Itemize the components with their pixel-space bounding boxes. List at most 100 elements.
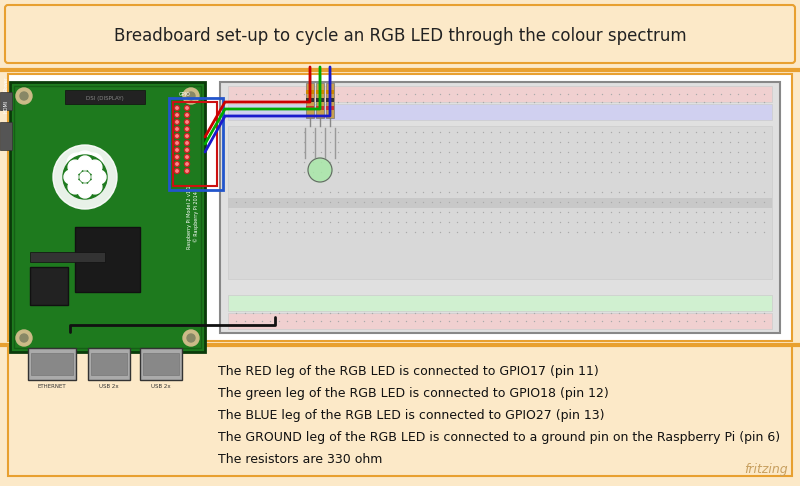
Circle shape <box>174 169 179 174</box>
Bar <box>169 98 223 190</box>
Bar <box>8 74 792 341</box>
Bar <box>326 83 334 118</box>
Circle shape <box>174 120 179 124</box>
Circle shape <box>68 180 82 194</box>
Text: The resistors are 330 ohm: The resistors are 330 ohm <box>218 453 382 466</box>
Bar <box>140 348 182 380</box>
Text: The GROUND leg of the RGB LED is connected to a ground pin on the Raspberry Pi (: The GROUND leg of the RGB LED is connect… <box>218 431 780 444</box>
Bar <box>88 348 130 380</box>
Bar <box>316 98 324 102</box>
Bar <box>316 83 324 118</box>
Circle shape <box>186 163 188 165</box>
Circle shape <box>174 161 179 167</box>
Circle shape <box>176 121 178 123</box>
Bar <box>14 86 201 348</box>
Bar <box>75 227 140 292</box>
Bar <box>326 106 334 110</box>
Bar <box>228 313 772 329</box>
Circle shape <box>186 121 188 123</box>
Bar <box>306 83 314 118</box>
Circle shape <box>186 128 188 130</box>
Circle shape <box>176 163 178 165</box>
Circle shape <box>75 151 95 171</box>
Bar <box>228 126 772 279</box>
Circle shape <box>186 149 188 151</box>
Text: The green leg of the RGB LED is connected to GPIO18 (pin 12): The green leg of the RGB LED is connecte… <box>218 387 609 400</box>
Circle shape <box>88 180 102 194</box>
Circle shape <box>186 114 188 116</box>
Circle shape <box>176 149 178 151</box>
Bar <box>65 90 145 104</box>
Circle shape <box>83 153 103 173</box>
Text: ETHERNET: ETHERNET <box>38 384 66 389</box>
Bar <box>316 106 324 110</box>
Circle shape <box>185 169 190 174</box>
Bar <box>306 98 314 102</box>
Circle shape <box>186 107 188 109</box>
Circle shape <box>63 155 107 199</box>
Bar <box>143 353 179 375</box>
Circle shape <box>174 147 179 153</box>
Bar <box>228 197 772 208</box>
Circle shape <box>16 330 32 346</box>
Text: USB 2x: USB 2x <box>99 384 119 389</box>
Text: Power: Power <box>3 76 9 91</box>
Bar <box>30 267 68 305</box>
Circle shape <box>174 126 179 132</box>
Bar <box>228 104 772 120</box>
Circle shape <box>186 156 188 158</box>
Bar <box>326 90 334 94</box>
Text: The RED leg of the RGB LED is connected to GPIO17 (pin 11): The RED leg of the RGB LED is connected … <box>218 365 598 378</box>
Bar <box>30 252 105 262</box>
Circle shape <box>176 135 178 137</box>
Bar <box>220 82 780 333</box>
Circle shape <box>78 184 92 198</box>
Circle shape <box>88 160 102 174</box>
Circle shape <box>185 147 190 153</box>
Circle shape <box>16 88 32 104</box>
Bar <box>31 353 73 375</box>
Text: GPIO: GPIO <box>179 91 191 97</box>
Circle shape <box>78 156 92 170</box>
Text: DSI (DISPLAY): DSI (DISPLAY) <box>86 96 124 101</box>
Bar <box>8 345 792 476</box>
Bar <box>0 92 12 110</box>
Circle shape <box>185 140 190 145</box>
Circle shape <box>185 120 190 124</box>
Bar <box>326 98 334 102</box>
Text: Raspberry Pi Model 2 v1.1
© Raspberry Pi 2014: Raspberry Pi Model 2 v1.1 © Raspberry Pi… <box>187 185 198 249</box>
Bar <box>306 106 314 110</box>
Circle shape <box>185 126 190 132</box>
Circle shape <box>174 134 179 139</box>
Circle shape <box>186 135 188 137</box>
Circle shape <box>64 170 78 184</box>
Bar <box>28 348 76 380</box>
Text: HDMI: HDMI <box>3 100 9 113</box>
Circle shape <box>176 170 178 172</box>
Circle shape <box>176 142 178 144</box>
Bar <box>173 102 217 186</box>
Circle shape <box>308 158 332 182</box>
Circle shape <box>183 88 199 104</box>
Text: The BLUE leg of the RGB LED is connected to GPIO27 (pin 13): The BLUE leg of the RGB LED is connected… <box>218 409 605 422</box>
Circle shape <box>20 92 28 100</box>
Circle shape <box>20 334 28 342</box>
Bar <box>10 82 205 352</box>
FancyBboxPatch shape <box>5 5 795 63</box>
Circle shape <box>174 155 179 159</box>
Circle shape <box>174 112 179 118</box>
Circle shape <box>80 172 90 182</box>
Circle shape <box>185 134 190 139</box>
Bar <box>228 295 772 311</box>
Circle shape <box>174 140 179 145</box>
Bar <box>228 86 772 102</box>
Bar <box>306 90 314 94</box>
Circle shape <box>185 112 190 118</box>
Circle shape <box>185 155 190 159</box>
Circle shape <box>68 160 82 174</box>
Circle shape <box>187 334 195 342</box>
Circle shape <box>176 107 178 109</box>
Circle shape <box>185 105 190 110</box>
Circle shape <box>176 114 178 116</box>
Text: Breadboard set-up to cycle an RGB LED through the colour spectrum: Breadboard set-up to cycle an RGB LED th… <box>114 27 686 45</box>
